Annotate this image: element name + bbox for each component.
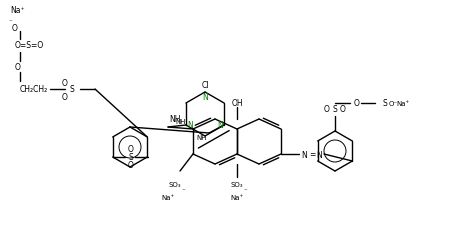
Text: S: S	[69, 85, 75, 94]
Text: O: O	[15, 62, 21, 71]
Text: Na⁺: Na⁺	[162, 194, 175, 200]
Text: SO₃: SO₃	[231, 181, 243, 187]
Text: N: N	[316, 150, 322, 159]
Text: OH: OH	[231, 98, 243, 107]
Text: O⁻: O⁻	[388, 101, 398, 106]
Text: ⁻: ⁻	[181, 187, 185, 193]
Text: Na⁺: Na⁺	[231, 194, 244, 200]
Text: O=S=O: O=S=O	[15, 40, 44, 49]
Text: ⁻: ⁻	[243, 187, 247, 193]
Text: O: O	[62, 92, 68, 101]
Text: N: N	[187, 121, 193, 130]
Text: Na⁺: Na⁺	[396, 101, 410, 106]
Text: O: O	[354, 99, 360, 108]
Text: S: S	[128, 153, 133, 162]
Text: O: O	[128, 145, 134, 154]
Text: SO₃: SO₃	[169, 181, 181, 187]
Text: =: =	[309, 150, 315, 159]
Text: ⁻: ⁻	[8, 19, 12, 25]
Text: S: S	[332, 105, 338, 114]
Text: CH₂CH₂: CH₂CH₂	[20, 85, 48, 94]
Text: S: S	[382, 99, 388, 108]
Text: N: N	[217, 121, 223, 130]
Text: NH: NH	[169, 115, 181, 124]
Text: N: N	[301, 150, 307, 159]
Text: O: O	[128, 161, 134, 170]
Text: O: O	[340, 105, 346, 114]
Text: NH: NH	[175, 118, 186, 124]
Text: N: N	[202, 92, 208, 101]
Text: O: O	[324, 105, 330, 114]
Text: Cl: Cl	[201, 80, 209, 89]
Text: O: O	[12, 23, 18, 32]
Text: O: O	[62, 78, 68, 87]
Text: NH: NH	[197, 134, 207, 140]
Text: Na⁺: Na⁺	[11, 5, 25, 14]
